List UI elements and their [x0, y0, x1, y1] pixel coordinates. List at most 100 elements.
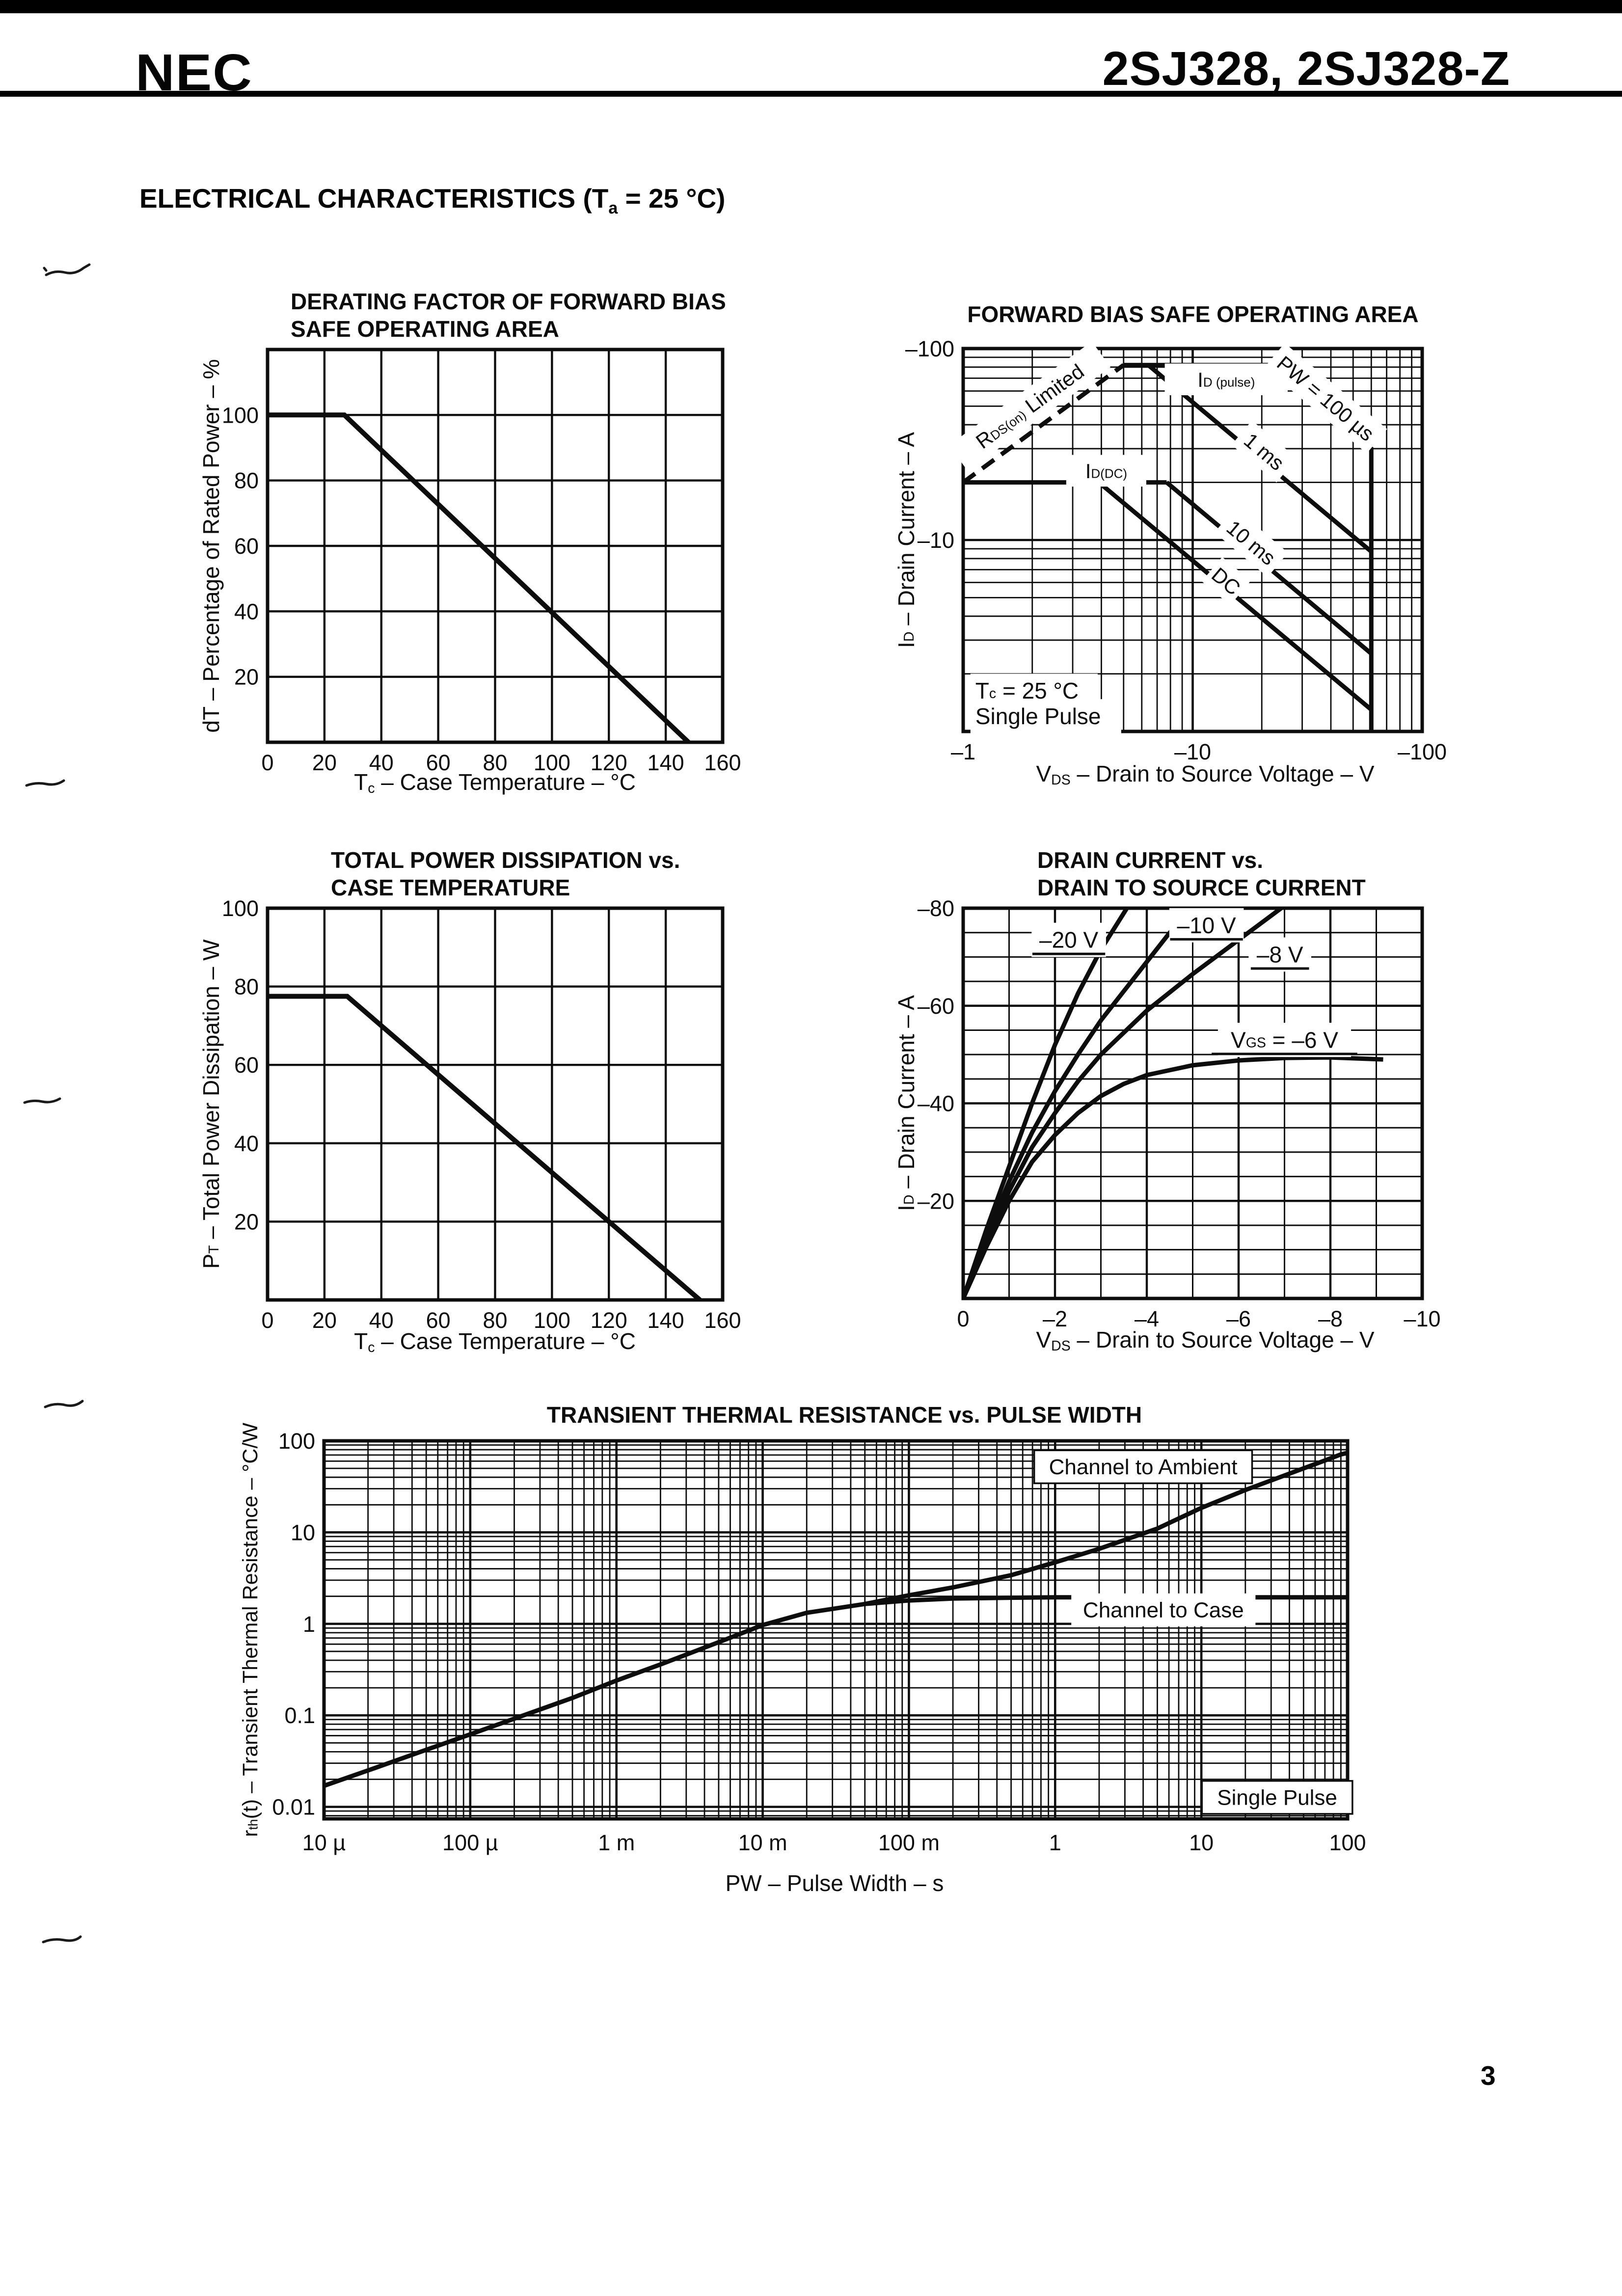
svg-text:–20: –20	[918, 1189, 954, 1214]
svg-text:0: 0	[261, 1308, 273, 1333]
svg-text:0: 0	[957, 1306, 969, 1331]
annotation-pw-100us-label: PW = 100 µs	[1264, 343, 1387, 454]
svg-text:160: 160	[704, 1308, 741, 1333]
svg-text:–6: –6	[1226, 1306, 1251, 1331]
chart-title: TRANSIENT THERMAL RESISTANCE vs. PULSE W…	[547, 1402, 1142, 1428]
svg-text:100 µ: 100 µ	[442, 1830, 498, 1855]
grid	[324, 1441, 1348, 1819]
section-title: ELECTRICAL CHARACTERISTICS (Ta = 25 °C)	[139, 183, 726, 217]
svg-text:100: 100	[534, 750, 570, 775]
chart-title: FORWARD BIAS SAFE OPERATING AREA	[967, 301, 1418, 327]
x-axis-label: PW – Pulse Width – s	[726, 1870, 944, 1896]
svg-text:0: 0	[261, 750, 273, 775]
svg-text:100: 100	[222, 896, 259, 921]
svg-text:40: 40	[369, 750, 394, 775]
svg-text:FORWARD BIAS SAFE OPERATING AR: FORWARD BIAS SAFE OPERATING AREA	[967, 301, 1418, 327]
svg-text:80: 80	[483, 750, 507, 775]
y-axis-label: ID – Drain Current – A	[893, 995, 919, 1211]
svg-text:1: 1	[303, 1611, 315, 1636]
chart-drain-current-vs-drain-to-source-voltage: –20 V –10 V –8 V VGS = –6 V 0 –2 –4 –6 –8 –10 –20 –…	[893, 847, 1441, 1354]
svg-text:DRAIN TO SOURCE CURRENT: DRAIN TO SOURCE CURRENT	[1037, 875, 1366, 900]
y-axis-label: PT – Total Power Dissipation – W	[198, 939, 224, 1269]
svg-text:VGS = –6 V: VGS = –6 V	[1231, 1027, 1338, 1053]
svg-text:Channel to Ambient: Channel to Ambient	[1049, 1455, 1238, 1479]
svg-text:–60: –60	[918, 993, 954, 1018]
chart-transient-thermal-resistance-vs-pulse-width: Channel to Ambient Channel to Case Single …	[239, 1402, 1366, 1896]
svg-text:Single Pulse: Single Pulse	[1217, 1785, 1337, 1810]
svg-text:40: 40	[234, 599, 259, 624]
svg-text:40: 40	[234, 1131, 259, 1156]
chart-title: DRAIN CURRENT vs.DRAIN TO SOURCE CURRENT	[1037, 847, 1366, 900]
svg-text:–4: –4	[1135, 1306, 1159, 1331]
svg-text:TRANSIENT THERMAL RESISTANCE v: TRANSIENT THERMAL RESISTANCE vs. PULSE W…	[547, 1402, 1142, 1428]
svg-text:60: 60	[234, 534, 259, 559]
annotation-single-pulse-note: Single Pulse	[970, 699, 1121, 733]
svg-text:100: 100	[1329, 1830, 1366, 1855]
chart-total-power-dissipation-vs-case-temperature: 0 20 40 60 80 100 120 140 160 20 40 60 80 100 TOTAL PO…	[198, 847, 741, 1355]
svg-text:–100: –100	[905, 336, 954, 361]
part-number-title: 2SJ328, 2SJ328-Z	[1102, 42, 1510, 95]
tick-labels: 10 µ 100 µ 1 m 10 m 100 m 1 10 100 0.01 0.1 1 10 100	[272, 1429, 1366, 1856]
annotation-vgs-6v-label: VGS = –6 V	[1212, 1023, 1357, 1057]
annotation-pw-1ms-label: 1 ms	[1231, 420, 1297, 483]
svg-text:60: 60	[426, 1308, 451, 1333]
annotation-vgs-10v-label: –10 V	[1169, 908, 1244, 943]
plot-border	[266, 348, 725, 744]
chart-title: TOTAL POWER DISSIPATION vs.CASE TEMPERAT…	[331, 847, 680, 900]
tick-labels: 0 –2 –4 –6 –8 –10 –20 –40 –60 –80	[918, 896, 1441, 1332]
svg-text:10 µ: 10 µ	[302, 1830, 346, 1855]
svg-text:120: 120	[591, 1308, 627, 1333]
annotation-id-pulse-label: ID (pulse)	[1164, 363, 1288, 396]
svg-text:0.01: 0.01	[272, 1794, 315, 1819]
vgs-minus-10v-curve	[963, 908, 1198, 1298]
svg-text:20: 20	[312, 750, 337, 775]
svg-text:20: 20	[234, 664, 259, 689]
annotation-id-dc-label: ID(DC)	[1066, 455, 1146, 487]
x-axis-label: VDS – Drain to Source Voltage – V	[1036, 761, 1374, 788]
svg-text:140: 140	[648, 750, 684, 775]
svg-text:140: 140	[648, 1308, 684, 1333]
svg-text:–100: –100	[1398, 739, 1447, 764]
svg-text:–8 V: –8 V	[1257, 942, 1303, 967]
svg-text:60: 60	[426, 750, 451, 775]
annotation-channel-to-ambient-label: Channel to Ambient	[1033, 1449, 1253, 1485]
header-rule	[0, 91, 1622, 97]
svg-text:–1: –1	[951, 739, 975, 764]
svg-text:SAFE OPERATING AREA: SAFE OPERATING AREA	[291, 316, 559, 342]
power-derating-line	[268, 994, 702, 1300]
x-axis-label: Tc – Case Temperature – °C	[354, 769, 636, 796]
vgs-minus-8v-curve	[963, 908, 1285, 1298]
grid	[268, 350, 723, 742]
vgs-minus-6v-curve	[963, 1055, 1383, 1298]
tick-labels: 0 20 40 60 80 100 120 140 160 20 40 60 80 100	[222, 403, 741, 775]
y-axis-label: ID – Drain Current – A	[893, 432, 919, 648]
svg-text:–10: –10	[918, 528, 954, 553]
channel-to-case-curve	[324, 1595, 1348, 1788]
svg-text:10: 10	[1189, 1830, 1214, 1855]
rds-on-limit-line	[963, 363, 1125, 485]
y-axis-label: dT – Percentage of Rated Power – %	[198, 359, 224, 732]
svg-text:–10 V: –10 V	[1177, 913, 1236, 938]
series-group	[268, 412, 690, 742]
chart-forward-bias-safe-operating-area: RDS(on) Limited ID (pulse) PW = 100 µs1 ms…	[893, 301, 1447, 788]
svg-text:–2: –2	[1043, 1306, 1067, 1331]
annotation-vgs-8v-label: –8 V	[1248, 937, 1312, 972]
series-group	[268, 994, 702, 1300]
svg-text:80: 80	[483, 1308, 507, 1333]
svg-text:Single Pulse: Single Pulse	[975, 703, 1101, 729]
tick-labels: 0 20 40 60 80 100 120 140 160 20 40 60 80 100	[222, 896, 741, 1333]
svg-text:100: 100	[222, 403, 259, 428]
svg-text:100: 100	[534, 1308, 570, 1333]
plot-border	[961, 347, 1424, 733]
svg-text:–8: –8	[1318, 1306, 1343, 1331]
svg-text:40: 40	[369, 1308, 394, 1333]
svg-text:80: 80	[234, 468, 259, 493]
svg-text:10 m: 10 m	[738, 1830, 787, 1855]
svg-text:PW = 100 µs: PW = 100 µs	[1273, 351, 1379, 445]
svg-text:10: 10	[291, 1520, 315, 1545]
svg-text:120: 120	[591, 750, 627, 775]
channel-to-ambient-curve	[864, 1451, 1348, 1606]
svg-text:60: 60	[234, 1053, 259, 1078]
